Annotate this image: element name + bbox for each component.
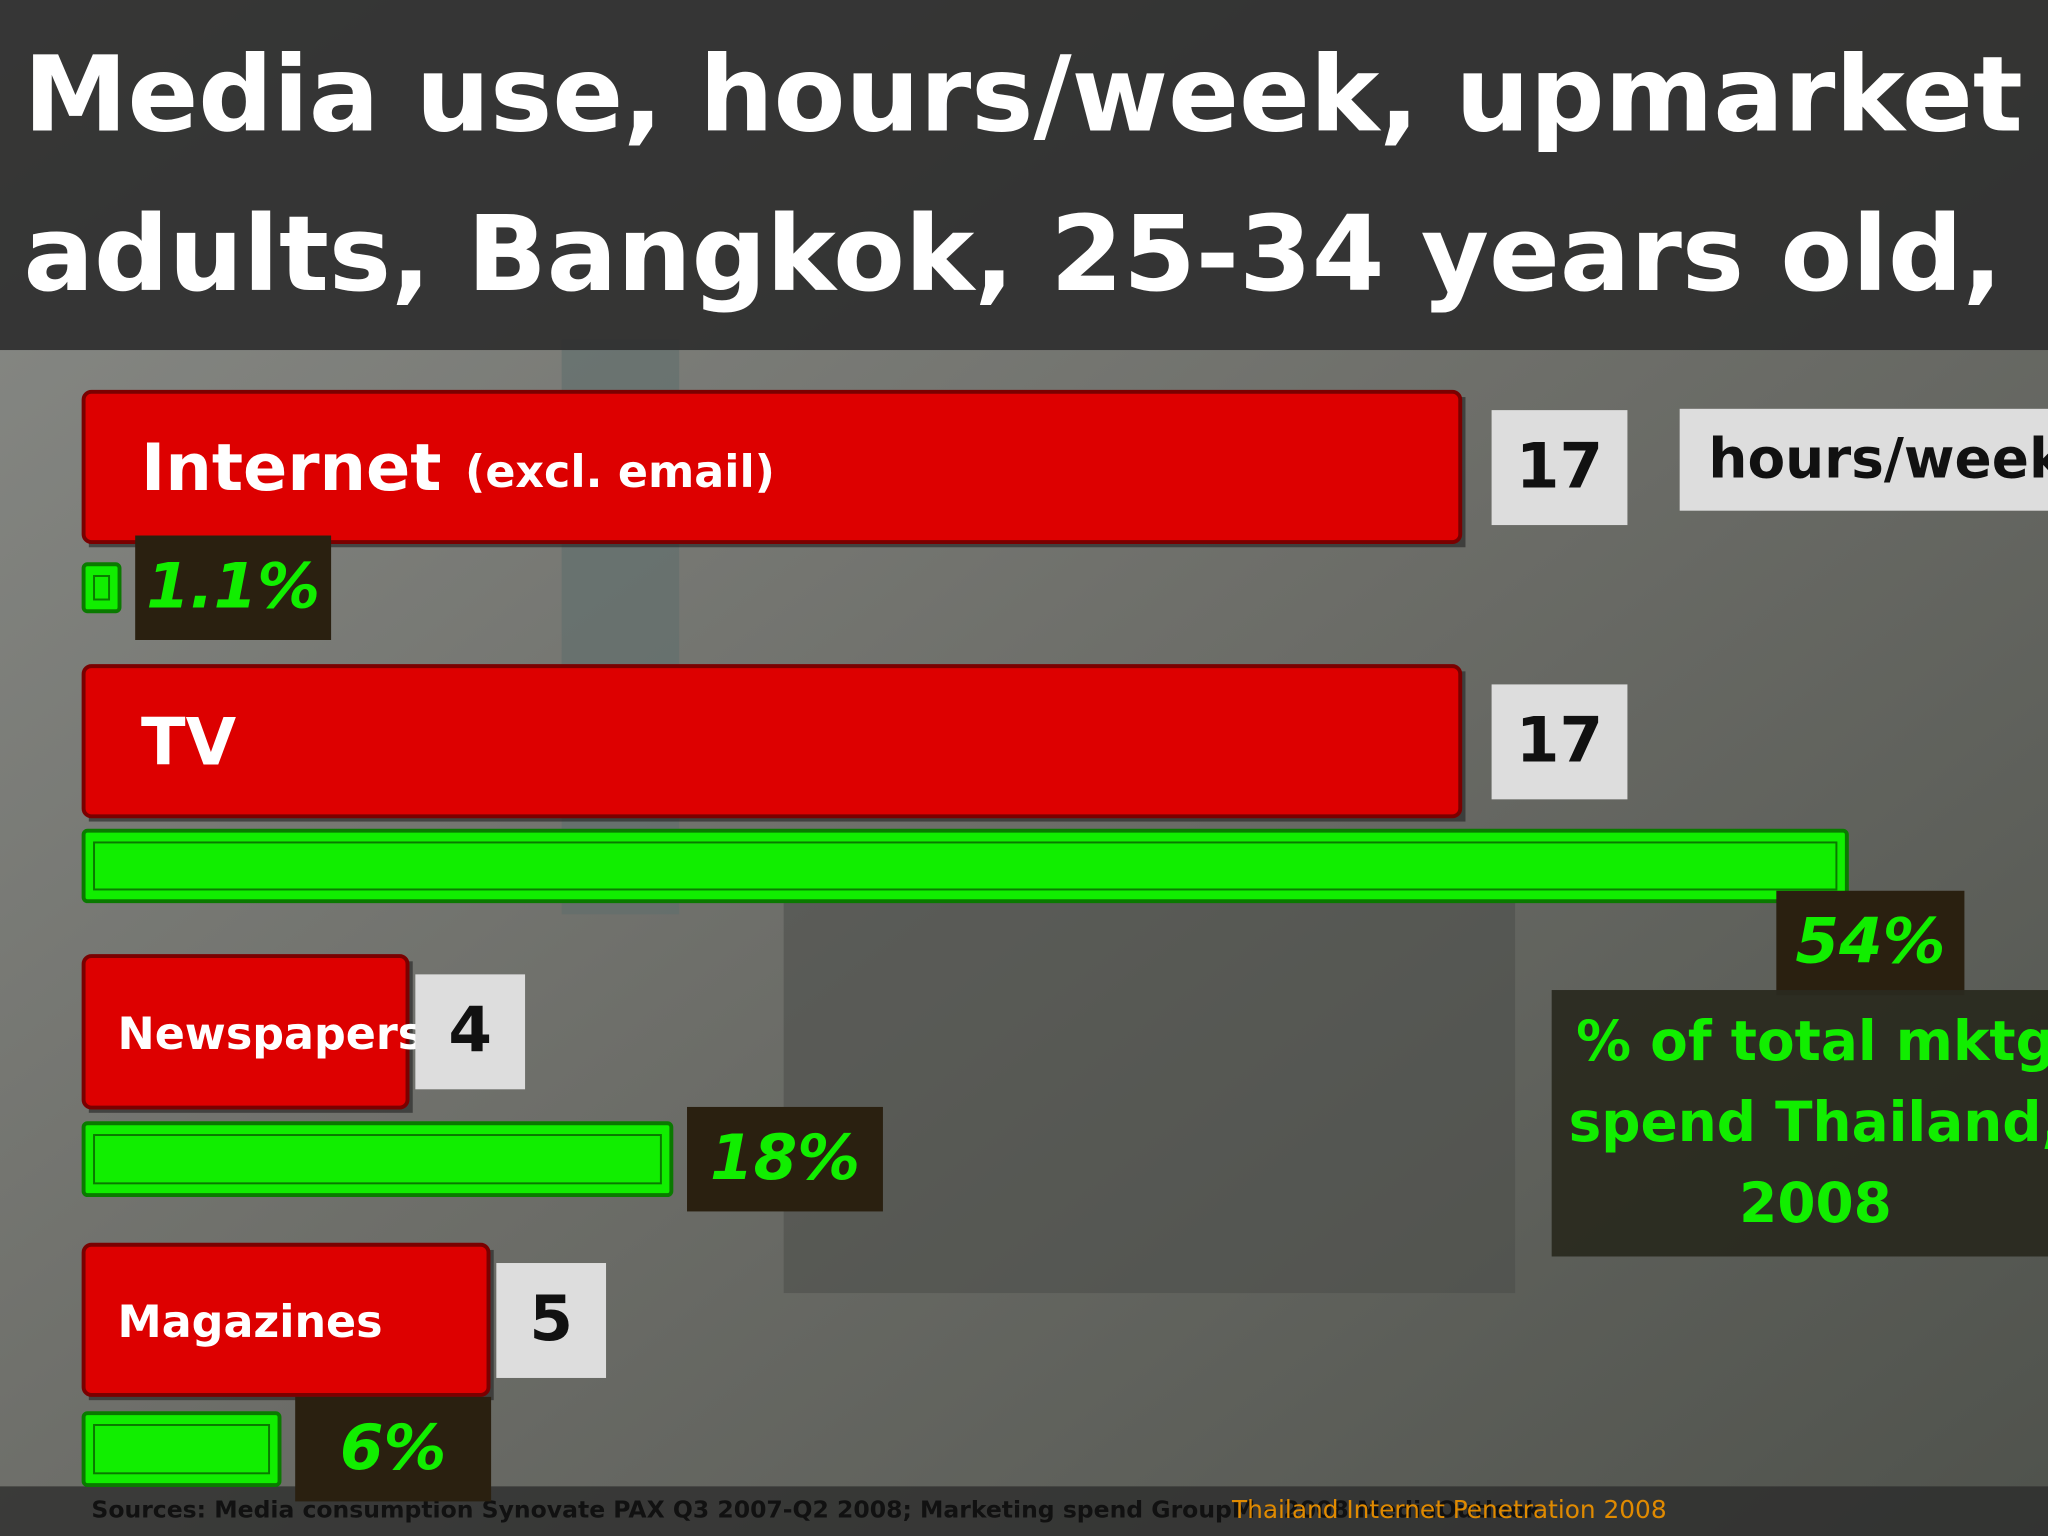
value-label: 18% — [710, 1121, 860, 1194]
title-band — [0, 0, 2048, 351]
bar-inner — [93, 841, 1838, 891]
bar-inner — [93, 575, 111, 601]
value-label: 17 — [1516, 704, 1603, 777]
chart-title: adults, Bangkok, 25-34 years old, — [24, 193, 2003, 315]
value-label: 17 — [1516, 429, 1603, 502]
legend-label: % of total mktg — [1576, 1009, 2048, 1073]
bar — [81, 664, 1463, 819]
bar — [81, 1242, 491, 1397]
category-label: Internet — [141, 430, 441, 506]
value-label: 5 — [529, 1282, 573, 1355]
value-label: 1.1% — [146, 549, 320, 622]
category-label: Magazines — [118, 1297, 383, 1348]
legend-box — [1551, 990, 2048, 1257]
bar — [81, 1121, 674, 1198]
bar — [81, 389, 1463, 544]
legend-box — [1679, 408, 2048, 511]
bar-inner — [93, 1424, 271, 1475]
value-box — [496, 1263, 607, 1378]
bar — [81, 828, 1849, 904]
legend-label: spend Thailand, — [1569, 1090, 2048, 1154]
value-label: 6% — [340, 1411, 446, 1484]
chart-title: Media use, hours/week, upmarket — [24, 34, 2023, 156]
bar-inner — [93, 1134, 662, 1185]
value-label: 54% — [1795, 905, 1945, 978]
category-label: TV — [141, 705, 237, 781]
building — [783, 901, 1516, 1294]
value-box — [415, 974, 526, 1090]
value-box — [687, 1106, 883, 1212]
bar — [81, 562, 122, 614]
footnote: Thailand Internet Penetration 2008 — [1231, 1495, 1667, 1524]
value-box — [1776, 890, 1965, 996]
value-box — [135, 535, 332, 640]
legend-label: hours/week — [1708, 426, 2048, 490]
legend-label: 2008 — [1739, 1171, 1892, 1235]
value-label: 4 — [448, 994, 492, 1067]
value-box — [295, 1396, 492, 1502]
bar — [81, 954, 410, 1110]
bar — [81, 1411, 282, 1488]
category-label: Newspapers — [118, 1009, 425, 1060]
value-box — [1491, 684, 1628, 800]
value-box — [1491, 410, 1628, 526]
category-note: (excl. email) — [465, 447, 775, 498]
